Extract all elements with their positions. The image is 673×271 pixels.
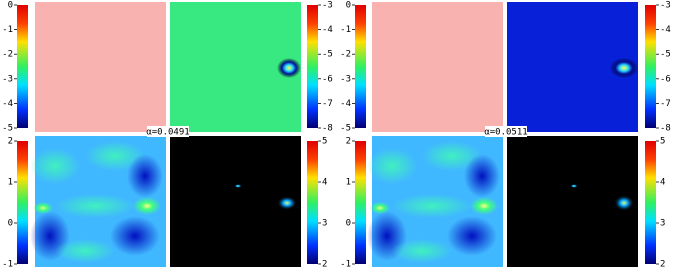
image-feature — [234, 184, 242, 188]
colorbar — [17, 141, 28, 264]
colorbar-tick-label: -8 — [322, 124, 333, 134]
alpha-label: α=0.0511 — [484, 128, 527, 138]
colorbar-tick-label: 0 — [8, 1, 13, 11]
colorbar-tick-label: 2 — [346, 137, 351, 147]
colorbar-tick-label: -3 — [340, 74, 351, 84]
colorbar-tick-label: -5 — [2, 124, 13, 134]
image-feature — [614, 195, 634, 211]
colorbar-tick-label: 1 — [346, 178, 351, 188]
image-panel — [372, 2, 503, 132]
colorbar-tick-label: -2 — [2, 50, 13, 60]
label-box — [147, 126, 189, 137]
colorbar-tick-label: -5 — [340, 124, 351, 134]
colorbar-tick-label: -3 — [322, 1, 333, 11]
colorbar-tick-label: 0 — [346, 219, 351, 229]
colorbar-tick-label: 3 — [322, 219, 327, 229]
colorbar-tick-label: -7 — [660, 99, 671, 109]
colorbar-tick-label: -2 — [340, 50, 351, 60]
colorbar-tick-label: -6 — [322, 74, 333, 84]
colorbar-tick-label: 3 — [660, 219, 665, 229]
colorbar-tick-label: -4 — [2, 99, 13, 109]
image-feature — [570, 184, 578, 188]
colorbar-tick-label: -3 — [2, 74, 13, 84]
colorbar-tick-label: 4 — [660, 178, 665, 188]
colorbar-tick-label: -1 — [2, 260, 13, 270]
image-feature — [277, 196, 297, 210]
colorbar-tick-label: -1 — [340, 260, 351, 270]
image-feature — [610, 58, 638, 78]
colorbar — [307, 5, 318, 128]
image-panel — [30, 136, 166, 267]
colorbar-tick-label: -5 — [322, 50, 333, 60]
colorbar-tick-label: -4 — [660, 25, 671, 35]
colorbar — [17, 5, 28, 128]
colorbar-tick-label: -8 — [660, 124, 671, 134]
colorbar-tick-label: 4 — [322, 178, 327, 188]
colorbar-tick-label: -7 — [322, 99, 333, 109]
colorbar-tick-label: 2 — [660, 260, 665, 270]
colorbar-tick-label: -5 — [660, 50, 671, 60]
colorbar — [645, 141, 656, 264]
colorbar-tick-label: 0 — [346, 1, 351, 11]
colorbar — [355, 141, 366, 264]
colorbar-tick-label: -1 — [340, 25, 351, 35]
colorbar-tick-label: 2 — [8, 137, 13, 147]
colorbar — [355, 5, 366, 128]
colorbar-tick-label: -1 — [2, 25, 13, 35]
image-panel — [367, 136, 503, 267]
colorbar-tick-label: -3 — [660, 1, 671, 11]
colorbar-tick-label: 5 — [322, 137, 327, 147]
image-feature — [277, 58, 301, 78]
colorbar-tick-label: 0 — [8, 219, 13, 229]
label-box — [485, 126, 527, 137]
colorbar — [645, 5, 656, 128]
colorbar-tick-label: 2 — [322, 260, 327, 270]
colorbar — [307, 141, 318, 264]
colorbar-tick-label: -4 — [322, 25, 333, 35]
colorbar-tick-label: -6 — [660, 74, 671, 84]
colorbar-tick-label: 5 — [660, 137, 665, 147]
colorbar-tick-label: -4 — [340, 99, 351, 109]
alpha-label: α=0.0491 — [146, 128, 189, 138]
image-panel — [35, 2, 166, 132]
colorbar-tick-label: 1 — [8, 178, 13, 188]
